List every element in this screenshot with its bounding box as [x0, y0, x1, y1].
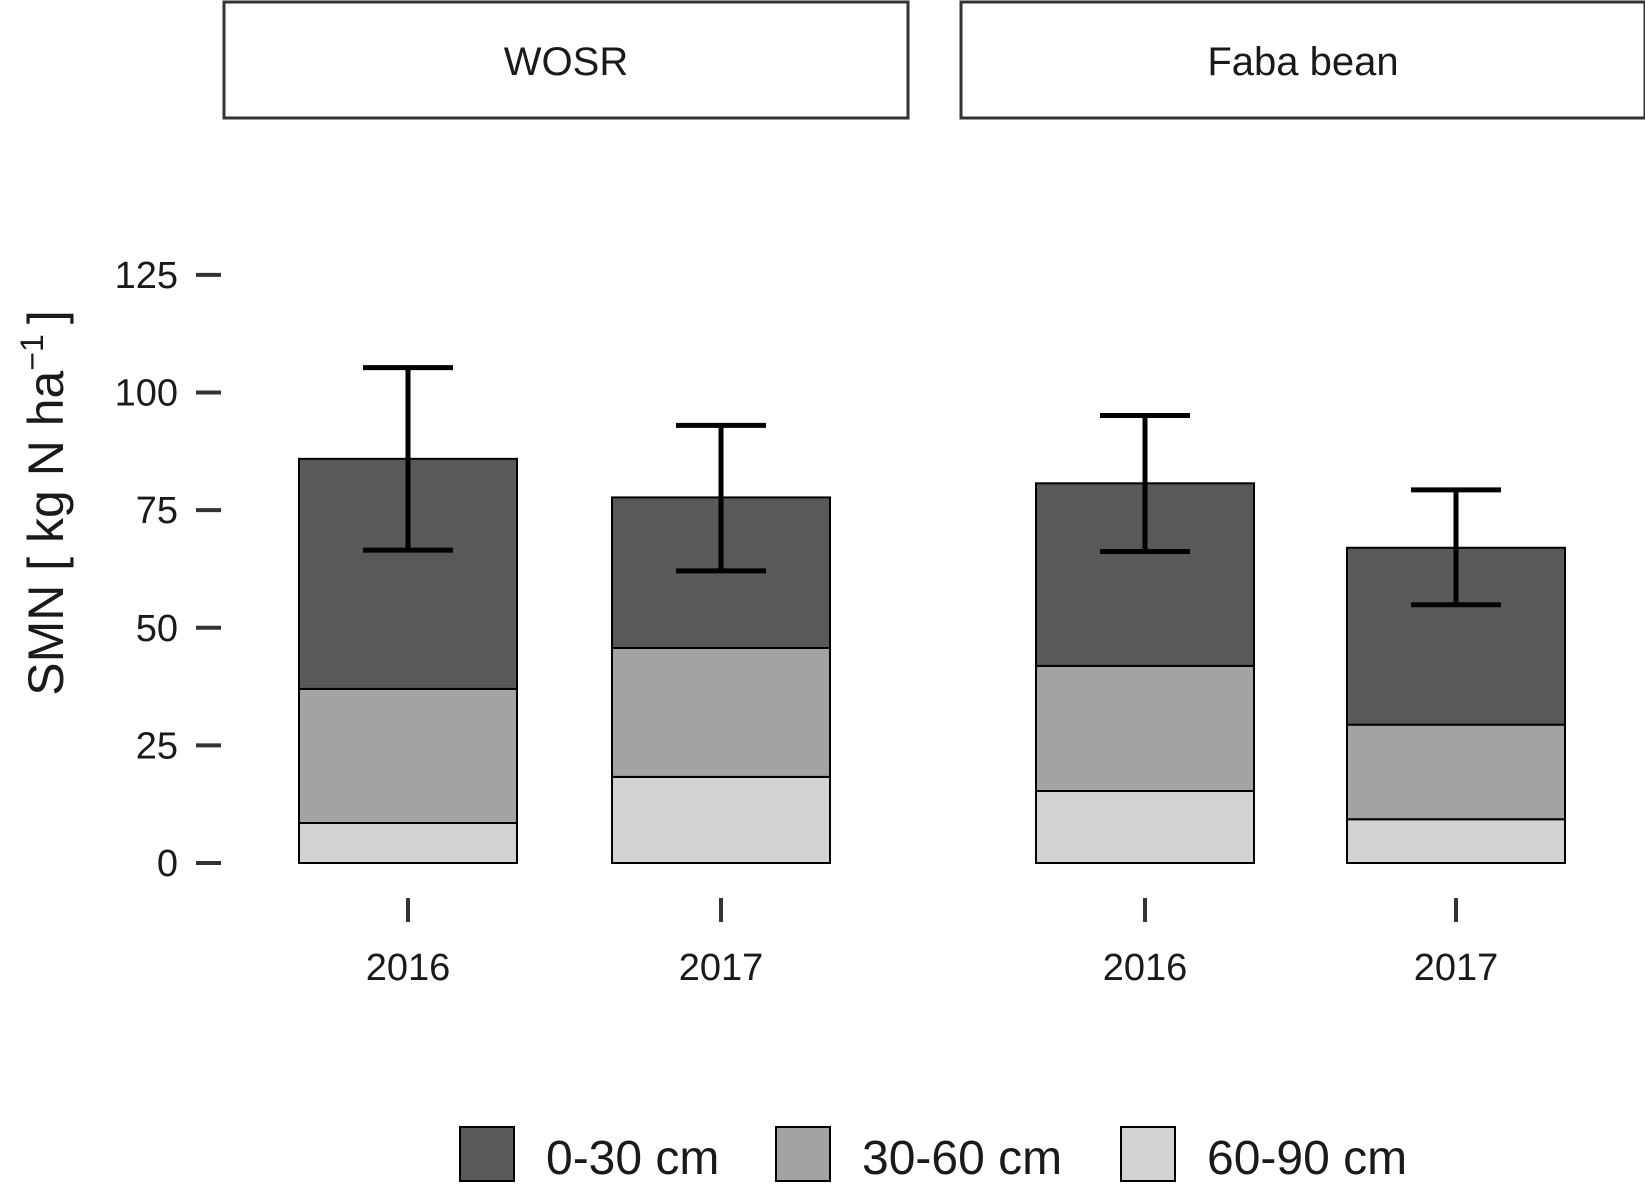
y-axis-title: SMN [ kg N ha−1]: [14, 310, 74, 696]
x-tick-label: 2016: [366, 947, 451, 989]
x-tick-label: 2016: [1103, 947, 1188, 989]
x-tick-label: 2017: [1414, 947, 1499, 989]
legend-swatch: [775, 1126, 831, 1182]
bar-segment-60-90cm: [298, 822, 518, 865]
bar-segment-30-60cm: [1346, 723, 1566, 821]
y-tick-label: 100: [115, 373, 178, 415]
facet-strip: [222, 0, 910, 120]
y-tick-label: 50: [136, 608, 178, 650]
bar-segment-30-60cm: [1035, 664, 1255, 793]
legend-swatch: [1120, 1126, 1176, 1182]
legend-label: 60-90 cm: [1207, 1132, 1407, 1184]
facet-strip-label: WOSR: [504, 40, 628, 84]
y-axis-label: SMN [ kg N ha−1]: [14, 310, 74, 696]
bar-segment-30-60cm: [611, 646, 831, 778]
bar-segment-30-60cm: [298, 687, 518, 825]
y-axis: 0 25 50 75 100 125: [115, 255, 221, 885]
y-tick-label: 125: [115, 255, 178, 297]
bar-segment-60-90cm: [1346, 818, 1566, 865]
legend-swatch: [459, 1126, 515, 1182]
y-tick-label: 25: [136, 725, 178, 767]
panel-faba-bean: Faba bean 2016 2017: [959, 0, 1645, 989]
y-tick-label: 75: [136, 490, 178, 532]
y-tick-label: 0: [157, 843, 178, 885]
facet-strip: [959, 0, 1645, 120]
facet-panels: WOSR 2016 2017 Faba bean 2016 2017: [222, 0, 1645, 989]
legend-label: 0-30 cm: [546, 1132, 719, 1184]
bar-segment-60-90cm: [611, 775, 831, 864]
facet-strip-label: Faba bean: [1207, 40, 1398, 84]
bar-segment-60-90cm: [1035, 790, 1255, 864]
panel-wosr: WOSR 2016 2017: [222, 0, 910, 989]
legend: 0-30 cm 30-60 cm 60-90 cm: [459, 1126, 1407, 1184]
legend-label: 30-60 cm: [862, 1132, 1062, 1184]
x-tick-label: 2017: [679, 947, 764, 989]
